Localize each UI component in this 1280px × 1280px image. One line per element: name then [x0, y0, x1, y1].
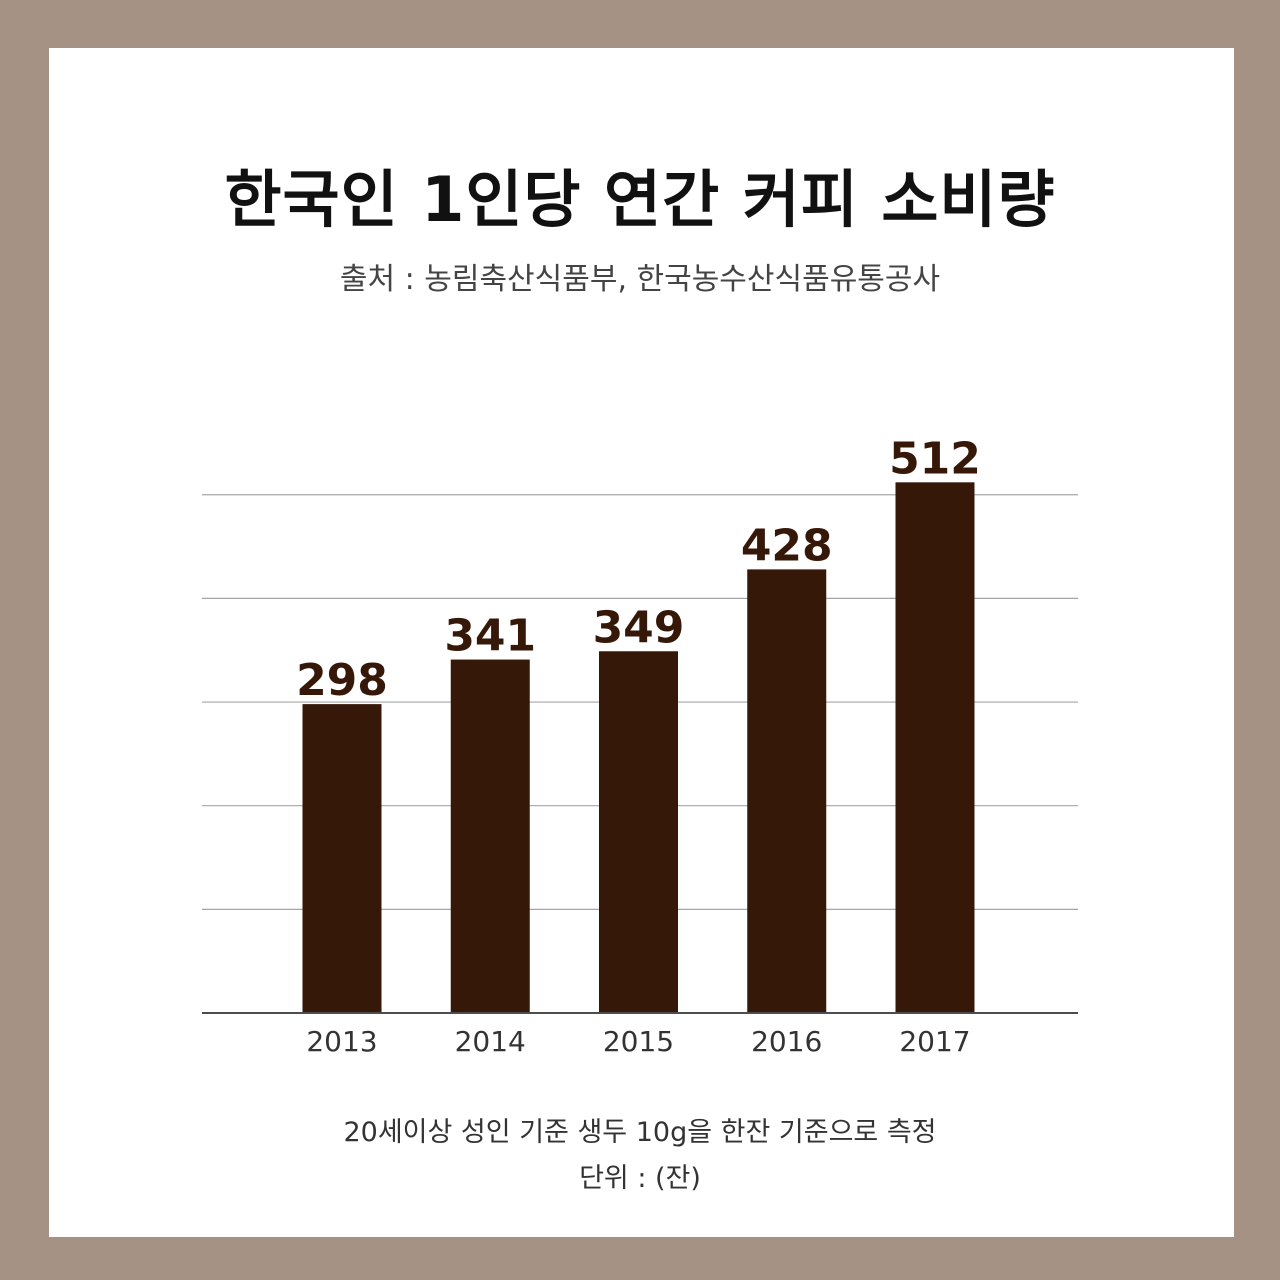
chart-card — [49, 48, 1234, 1237]
unit-note: 단위 : (잔) — [579, 1163, 701, 1194]
x-tick-label-2014: 2014 — [455, 1025, 526, 1058]
value-label-2015: 349 — [593, 602, 685, 653]
bar-2013 — [302, 704, 382, 1013]
value-labels: 298 341 349 428 512 — [296, 433, 981, 706]
bar-2014 — [450, 659, 530, 1013]
value-label-2016: 428 — [741, 520, 833, 571]
x-tick-label-2013: 2013 — [306, 1025, 377, 1058]
measurement-note: 20세이상 성인 기준 생두 10g을 한잔 기준으로 측정 — [343, 1117, 937, 1148]
chart-title: 한국인 1인당 연간 커피 소비량 — [224, 163, 1056, 236]
chart-source: 출처 : 농림축산식품부, 한국농수산식품유통공사 — [339, 262, 941, 297]
bar-2016 — [747, 569, 827, 1013]
x-tick-label-2016: 2016 — [751, 1025, 822, 1058]
x-tick-labels: 2013 2014 2015 2016 2017 — [306, 1025, 970, 1058]
value-label-2017: 512 — [889, 433, 981, 484]
bar-2017 — [895, 482, 975, 1013]
bars — [302, 482, 975, 1013]
bar-2015 — [599, 651, 678, 1013]
x-tick-label-2017: 2017 — [899, 1025, 970, 1058]
value-label-2014: 341 — [444, 611, 536, 662]
x-tick-label-2015: 2015 — [603, 1025, 674, 1058]
value-label-2013: 298 — [296, 655, 388, 706]
